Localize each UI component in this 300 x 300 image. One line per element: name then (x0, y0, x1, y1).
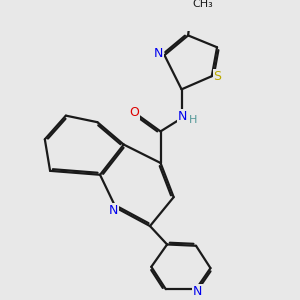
Text: N: N (154, 47, 164, 60)
Text: N: N (193, 285, 202, 298)
Text: H: H (189, 115, 198, 124)
Text: N: N (178, 110, 188, 123)
Text: S: S (214, 70, 222, 83)
Text: CH₃: CH₃ (192, 0, 213, 9)
Text: O: O (129, 106, 139, 119)
Text: N: N (109, 204, 118, 217)
